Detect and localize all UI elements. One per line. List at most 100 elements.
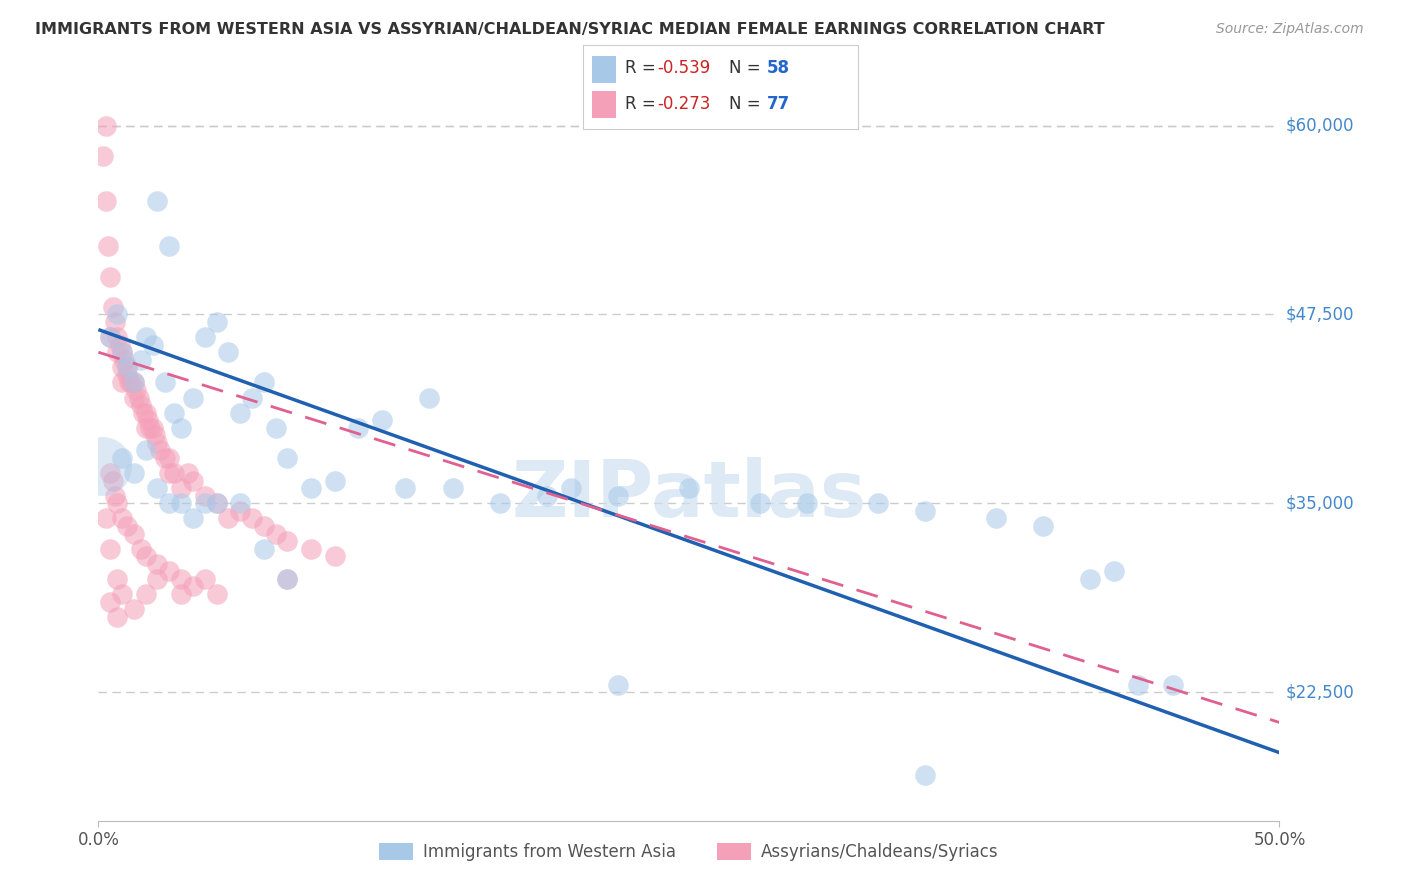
Point (146, 194, 169, 209)
Point (105, 496, 128, 510)
Point (98, 269, 121, 284)
Point (170, 481, 193, 495)
Point (394, 481, 416, 495)
Point (181, 511, 204, 525)
Point (98, 541, 121, 556)
Point (115, 368, 138, 382)
Point (135, 549, 157, 564)
Point (97, 239, 120, 253)
Point (115, 519, 138, 533)
Point (264, 421, 287, 435)
Text: $60,000: $60,000 (1285, 117, 1354, 135)
Point (98, 330, 121, 344)
Point (142, 337, 165, 351)
Point (105, 330, 128, 344)
Point (170, 421, 193, 435)
Point (607, 678, 630, 692)
Text: ZIPatlas: ZIPatlas (512, 457, 866, 533)
Point (94, 119, 117, 133)
Point (194, 572, 217, 586)
Point (984, 511, 1007, 525)
Point (121, 376, 143, 390)
Text: -0.539: -0.539 (658, 60, 711, 78)
Point (748, 496, 770, 510)
Point (105, 572, 128, 586)
Point (205, 496, 228, 510)
Point (111, 376, 134, 390)
Point (371, 413, 394, 427)
Point (149, 443, 172, 458)
Point (91, 458, 114, 473)
Point (157, 496, 180, 510)
Point (142, 421, 165, 435)
Point (560, 481, 582, 495)
Point (135, 443, 157, 458)
Point (111, 511, 134, 525)
Point (105, 308, 128, 322)
Point (914, 768, 936, 782)
Point (253, 519, 276, 533)
Point (229, 504, 252, 518)
Point (276, 572, 298, 586)
Point (122, 602, 145, 616)
Point (135, 330, 157, 344)
Point (323, 549, 346, 564)
Point (112, 352, 135, 367)
Text: 58: 58 (768, 60, 790, 78)
Point (136, 413, 159, 427)
Point (111, 345, 134, 359)
Point (299, 541, 322, 556)
Point (111, 360, 134, 375)
Point (276, 572, 298, 586)
Point (489, 496, 512, 510)
Point (135, 587, 157, 601)
Point (264, 526, 287, 541)
Point (163, 406, 186, 420)
Point (91, 149, 114, 163)
Point (240, 511, 263, 525)
Point (122, 376, 145, 390)
Point (217, 345, 239, 359)
Point (105, 609, 128, 624)
Point (229, 496, 252, 510)
Point (153, 450, 176, 465)
Point (1032, 519, 1054, 533)
Point (104, 315, 127, 329)
Point (323, 474, 346, 488)
Point (163, 466, 186, 480)
Point (128, 391, 150, 405)
Point (122, 391, 145, 405)
Text: IMMIGRANTS FROM WESTERN ASIA VS ASSYRIAN/CHALDEAN/SYRIAC MEDIAN FEMALE EARNINGS : IMMIGRANTS FROM WESTERN ASIA VS ASSYRIAN… (35, 22, 1105, 37)
Point (118, 376, 141, 390)
Point (135, 406, 157, 420)
Point (146, 481, 169, 495)
Point (181, 391, 204, 405)
Point (129, 398, 152, 412)
Point (205, 315, 228, 329)
Text: R =: R = (624, 60, 661, 78)
Point (170, 496, 193, 510)
Point (122, 466, 145, 480)
Legend: Immigrants from Western Asia, Assyrians/Chaldeans/Syriacs: Immigrants from Western Asia, Assyrians/… (373, 837, 1005, 868)
Point (1102, 565, 1125, 579)
Point (157, 450, 180, 465)
Text: N =: N = (728, 95, 766, 113)
Text: N =: N = (728, 60, 766, 78)
Point (205, 587, 228, 601)
Point (1126, 678, 1149, 692)
Point (253, 376, 276, 390)
Point (98, 330, 121, 344)
Text: R =: R = (624, 95, 661, 113)
Point (181, 579, 204, 593)
Point (153, 376, 176, 390)
Point (111, 345, 134, 359)
Point (115, 360, 138, 375)
Point (170, 587, 193, 601)
Point (1080, 572, 1102, 586)
Point (129, 541, 152, 556)
Point (607, 489, 630, 503)
Point (678, 481, 700, 495)
Point (157, 565, 180, 579)
Point (181, 474, 204, 488)
Point (194, 496, 217, 510)
